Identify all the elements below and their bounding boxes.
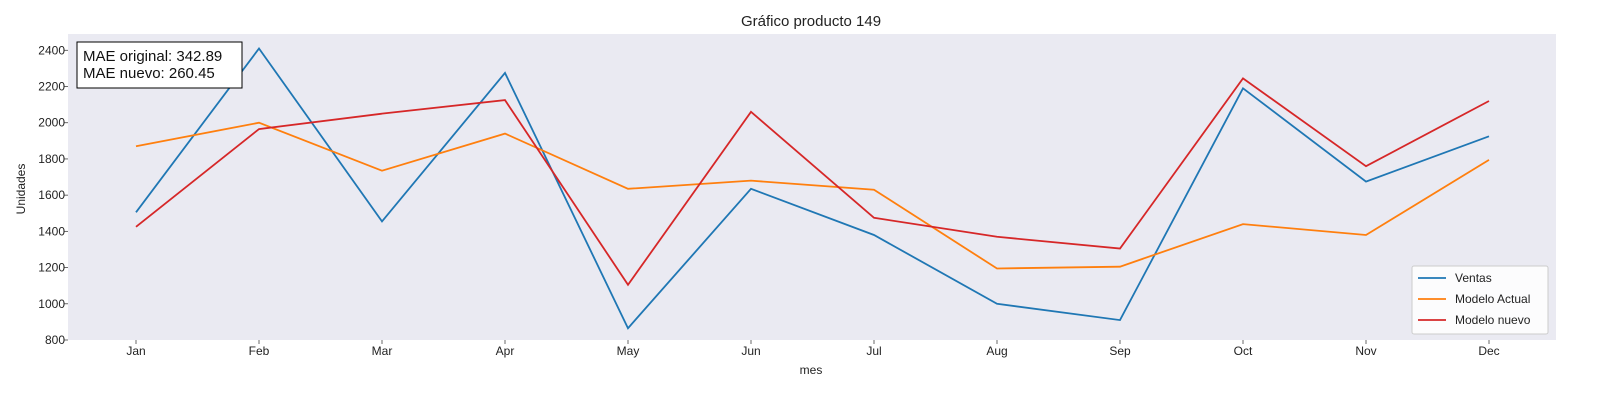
legend-entry: Modelo nuevo bbox=[1455, 313, 1531, 327]
series-line-modelo-actual bbox=[135, 121, 1490, 270]
legend-entry: Ventas bbox=[1455, 271, 1492, 285]
y-axis-label: Unidades bbox=[14, 164, 28, 215]
x-tick-label: Nov bbox=[1355, 344, 1376, 358]
chart-title: Gráfico producto 149 bbox=[741, 13, 881, 30]
x-tick-label: Oct bbox=[1234, 344, 1253, 358]
annotation-box bbox=[76, 41, 243, 89]
x-tick-label: Apr bbox=[496, 344, 515, 358]
x-axis-label: mes bbox=[800, 363, 823, 377]
annotation-text: MAE nuevo: 260.45 bbox=[83, 65, 215, 82]
plot-area bbox=[68, 34, 1556, 340]
y-tick-label: 2000 bbox=[38, 116, 65, 130]
x-tick-label: Aug bbox=[986, 344, 1007, 358]
annotation-text: MAE original: 342.89 bbox=[83, 48, 222, 65]
x-tick-label: Jun bbox=[741, 344, 760, 358]
y-tick-label: 1600 bbox=[38, 188, 65, 202]
y-tick-label: 2200 bbox=[38, 80, 65, 94]
y-tick-label: 1800 bbox=[38, 152, 65, 166]
y-tick-label: 2400 bbox=[38, 43, 65, 57]
x-tick-label: Jul bbox=[866, 344, 881, 358]
series-line-modelo-nuevo bbox=[135, 77, 1490, 287]
y-tick-label: 800 bbox=[45, 333, 65, 347]
x-tick-label: Feb bbox=[249, 344, 270, 358]
x-tick-label: Dec bbox=[1478, 344, 1499, 358]
y-tick-label: 1000 bbox=[38, 297, 65, 311]
legend-entry: Modelo Actual bbox=[1455, 292, 1530, 306]
x-tick-label: Mar bbox=[372, 344, 393, 358]
series-line-ventas bbox=[135, 46, 1490, 330]
legend-box bbox=[1411, 265, 1549, 335]
x-tick-label: Jan bbox=[126, 344, 145, 358]
x-tick-label: May bbox=[617, 344, 640, 358]
y-tick-label: 1200 bbox=[38, 261, 65, 275]
x-tick-label: Sep bbox=[1109, 344, 1131, 358]
y-tick-label: 1400 bbox=[38, 224, 65, 238]
